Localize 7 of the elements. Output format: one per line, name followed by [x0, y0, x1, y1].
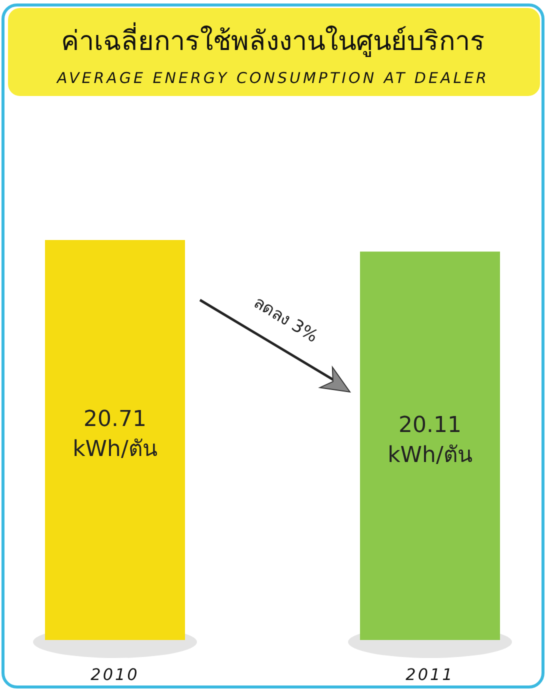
chart-title: ค่าเฉลี่ยการใช้พลังงานในศูนย์บริการ [61, 22, 485, 57]
annotation: ลดลง 3% [250, 292, 322, 347]
x-tick-label: 2010 [90, 665, 140, 684]
data-label: 20.71 kWh/ตัน [72, 407, 158, 462]
data-label: 20.11 kWh/ตัน [388, 412, 472, 468]
x-tick-label: 2011 [406, 665, 454, 684]
chart-subtitle: AVERAGE ENERGY CONSUMPTION AT DEALER [56, 69, 489, 87]
